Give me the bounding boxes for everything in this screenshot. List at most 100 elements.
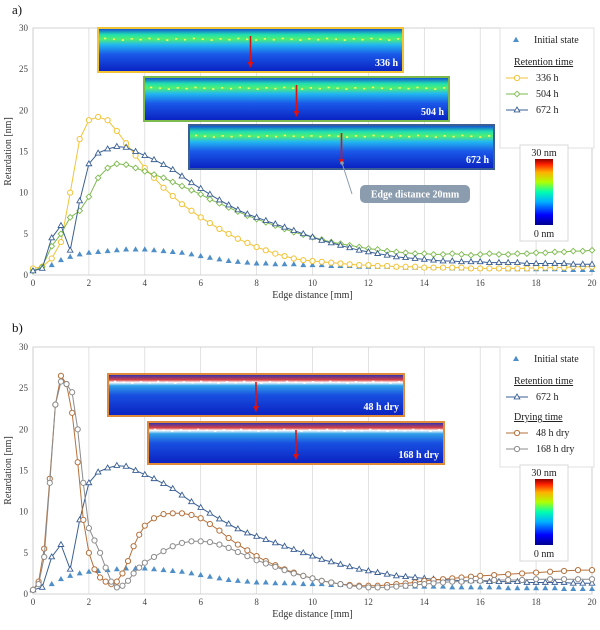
edge-speckles — [114, 380, 401, 384]
data-point — [206, 573, 213, 579]
data-point — [384, 262, 391, 270]
data-point — [197, 184, 205, 191]
speckle — [183, 38, 187, 41]
data-point — [244, 547, 251, 554]
data-point — [124, 557, 132, 565]
callout-dot — [340, 161, 344, 165]
speckle — [167, 88, 170, 90]
data-point — [519, 570, 526, 577]
data-point — [253, 557, 260, 564]
data-point — [485, 577, 493, 584]
data-point — [551, 585, 558, 591]
speckle — [192, 37, 195, 40]
speckle — [274, 429, 277, 432]
speckle — [150, 86, 153, 89]
speckle — [318, 87, 321, 90]
data-point — [513, 577, 521, 584]
data-point — [392, 252, 400, 260]
data-point — [519, 576, 526, 584]
data-point — [383, 570, 391, 577]
data-point — [48, 234, 56, 241]
speckle — [274, 135, 278, 138]
y-axis-title: Retardation [nm] — [3, 117, 14, 186]
data-point — [132, 164, 140, 172]
speckle — [352, 38, 355, 40]
data-point — [159, 479, 168, 487]
data-point — [206, 539, 214, 546]
speckle — [265, 429, 269, 431]
data-point — [197, 503, 205, 510]
data-point — [513, 258, 521, 265]
speckle — [317, 429, 320, 432]
data-point — [76, 196, 84, 204]
speckle — [205, 429, 208, 432]
speckle — [380, 381, 383, 384]
data-point — [356, 583, 363, 590]
red-arrow-head — [253, 406, 259, 412]
speckle — [272, 38, 275, 41]
data-point — [271, 220, 279, 227]
speckle — [201, 38, 204, 41]
data-point — [505, 571, 512, 578]
speckle — [228, 38, 231, 41]
data-point — [551, 578, 559, 585]
speckle — [301, 136, 304, 138]
legend: Initial state Retention time 336 h 504 h 672… — [499, 27, 595, 149]
speckle — [336, 87, 339, 90]
data-point — [328, 579, 335, 586]
data-point — [299, 229, 307, 237]
data-point — [159, 160, 168, 168]
data-point — [458, 584, 465, 590]
panel-a: a) 0 2 4 6 8 10 12 14 16 18 20 0 5 10 15 20 25 30 Edge dist… — [3, 2, 597, 301]
inset-image: 168 h dry — [147, 421, 445, 465]
speckle — [265, 87, 268, 89]
data-point — [300, 257, 307, 264]
speckle — [443, 87, 446, 89]
data-point — [35, 581, 42, 588]
data-point — [430, 580, 437, 587]
data-point — [485, 258, 493, 265]
speckle — [229, 87, 233, 90]
legend-swatch — [513, 106, 521, 113]
data-point — [141, 522, 148, 529]
data-point — [541, 249, 549, 257]
legend-entry: 672 h — [536, 392, 559, 403]
x-tick-label: 4 — [143, 597, 148, 607]
data-point — [38, 583, 46, 590]
speckle — [166, 39, 169, 41]
data-point — [63, 380, 70, 388]
data-point — [67, 253, 74, 259]
ticks: 0 2 4 6 8 10 12 14 16 18 20 0 5 10 15 20 25 30 — [19, 23, 597, 288]
data-point — [401, 572, 410, 580]
speckle — [434, 88, 437, 90]
data-point — [533, 569, 540, 576]
data-point — [178, 249, 185, 255]
data-point — [290, 261, 297, 267]
data-point — [69, 389, 76, 396]
speckle — [371, 86, 375, 89]
data-point — [94, 468, 102, 475]
data-point — [243, 529, 251, 536]
data-point — [523, 585, 530, 591]
data-point — [560, 567, 568, 575]
edge-speckles — [150, 86, 446, 90]
speckle — [294, 381, 297, 384]
data-point — [66, 246, 74, 253]
data-point — [160, 174, 167, 182]
panel-b: b) 0 2 4 6 8 10 12 14 16 18 20 0 5 10 15 20 25 30 Edge dist… — [3, 320, 597, 620]
data-point — [234, 577, 241, 583]
data-point — [588, 576, 596, 583]
speckle — [334, 429, 337, 432]
speckle — [398, 381, 401, 383]
data-point — [160, 247, 167, 254]
data-point — [280, 542, 289, 549]
data-point — [150, 553, 158, 561]
speckle — [248, 135, 251, 138]
inset-label: 168 h dry — [398, 450, 439, 461]
legend-swatch — [513, 393, 521, 400]
speckle — [420, 429, 423, 432]
speckle — [408, 135, 411, 138]
x-tick-label: 10 — [308, 278, 318, 288]
x-tick-label: 12 — [364, 278, 373, 288]
data-point — [467, 584, 474, 590]
